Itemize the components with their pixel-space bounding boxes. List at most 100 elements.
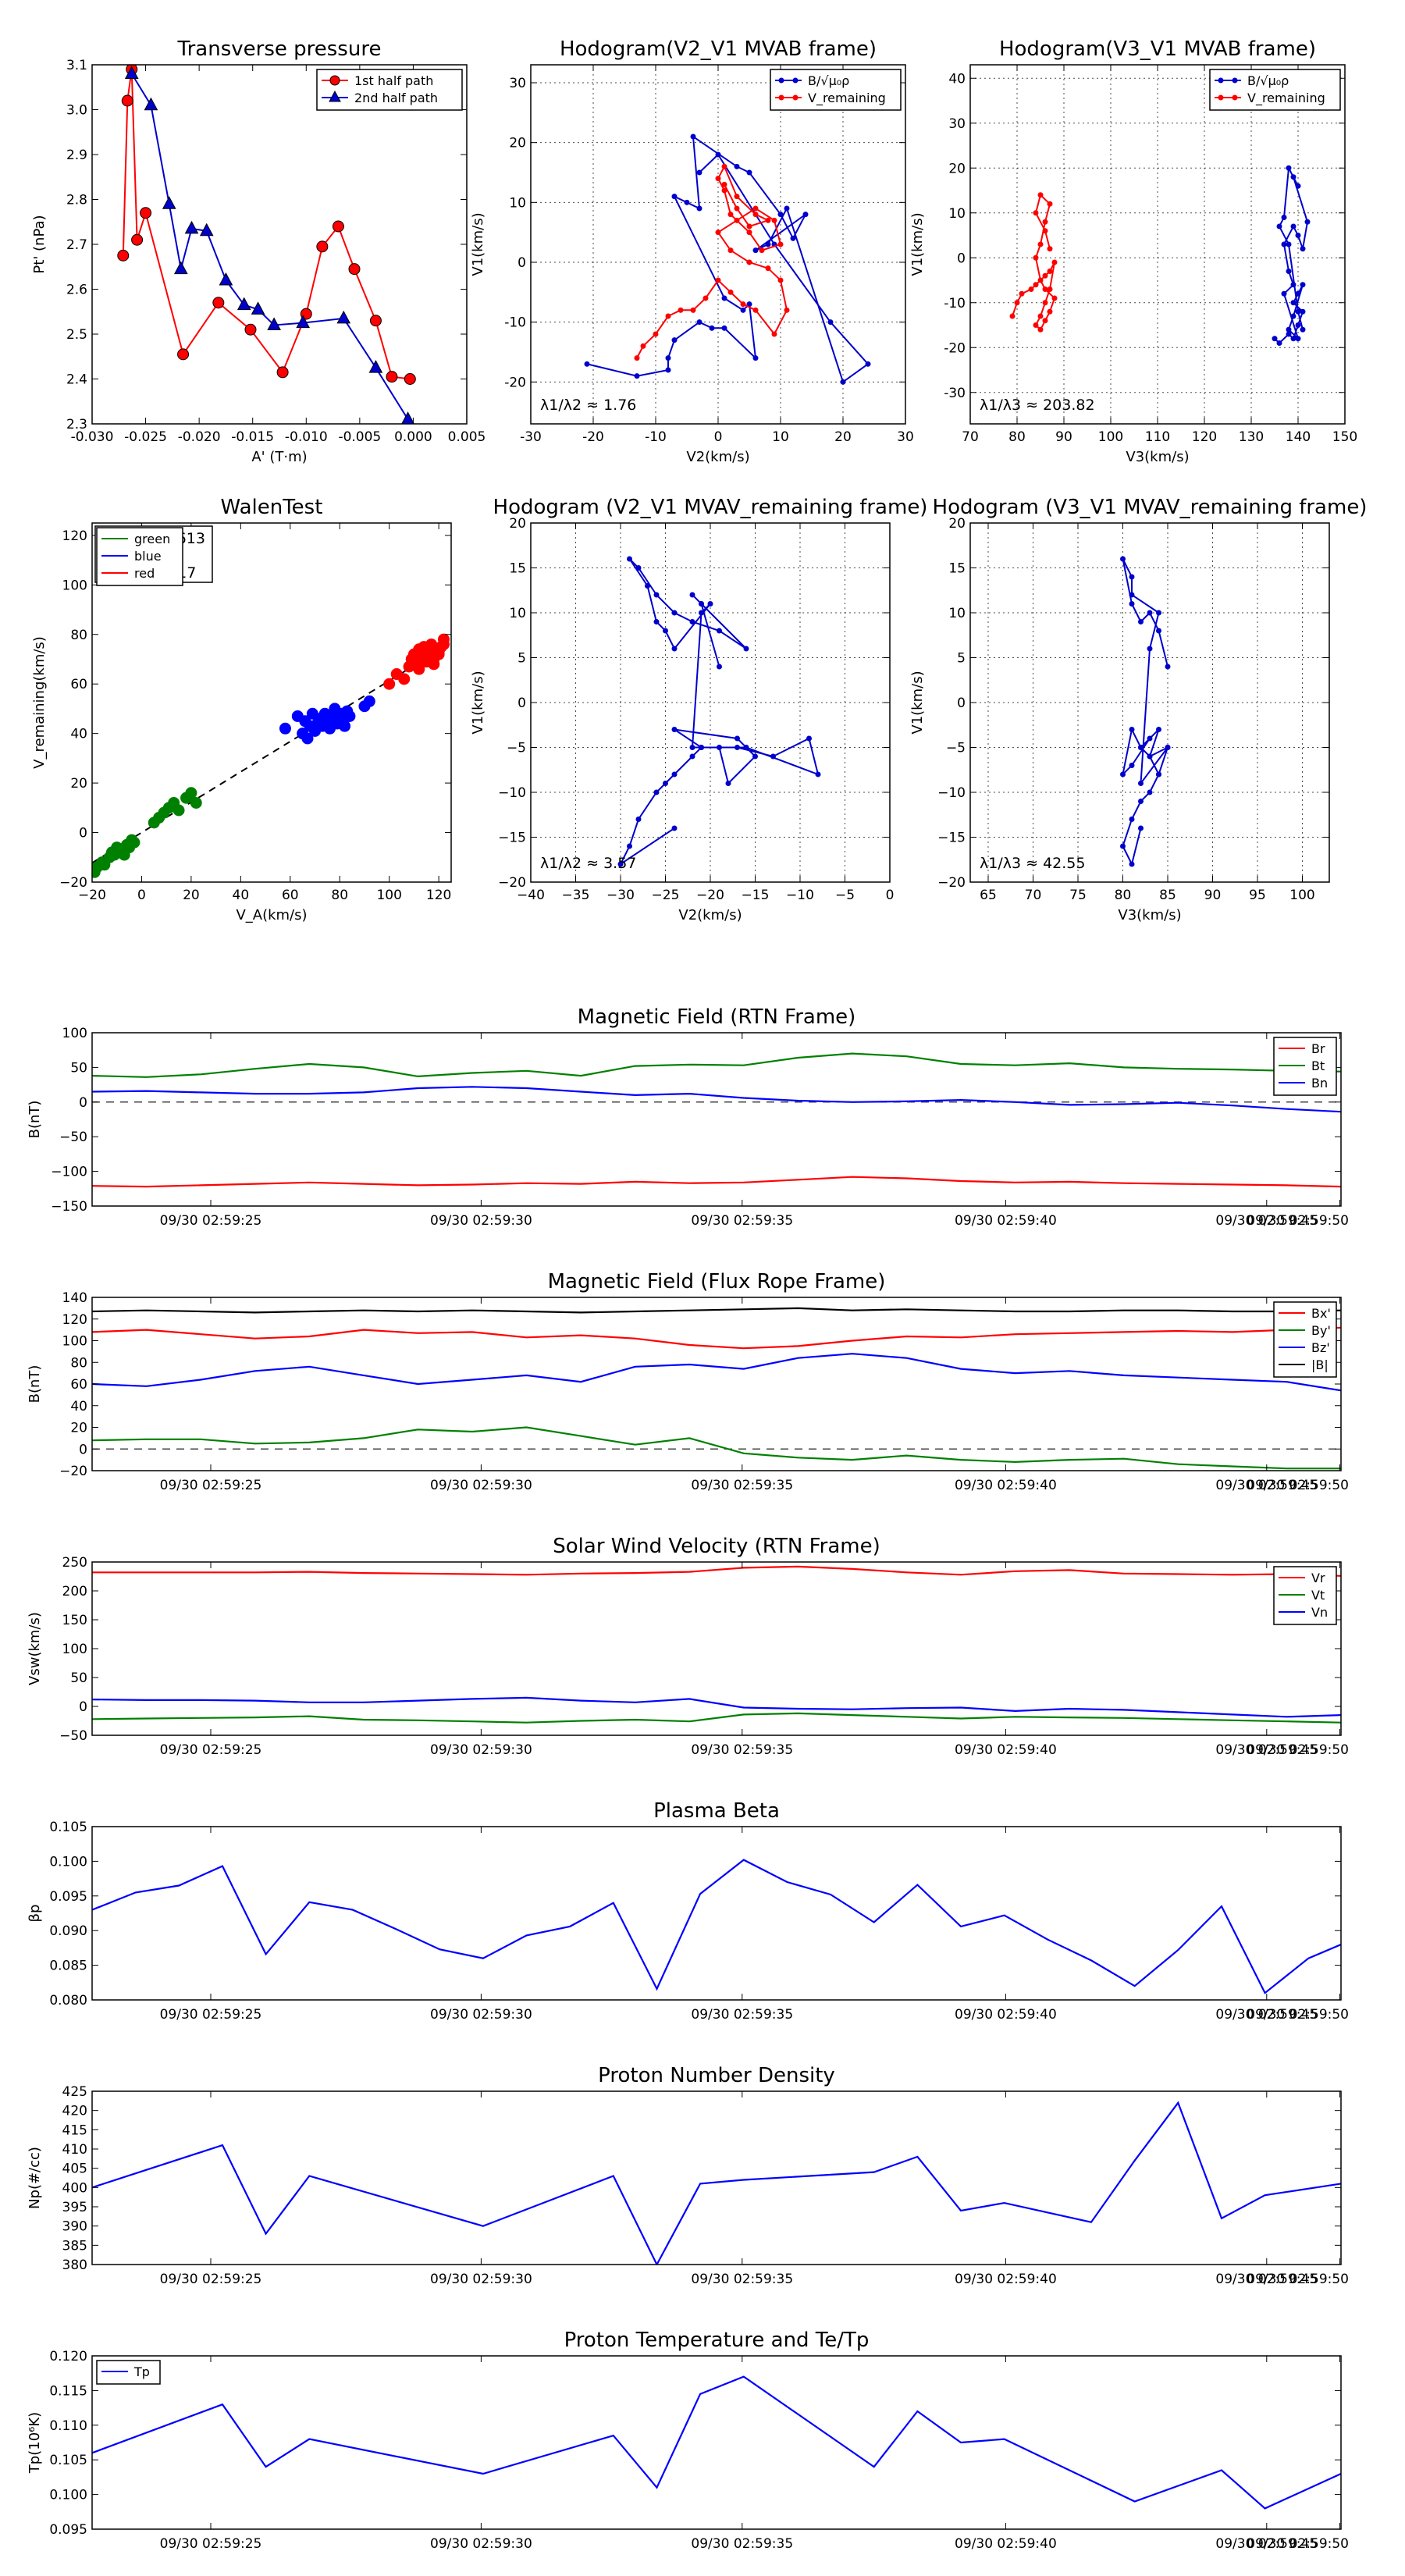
chart-beta: Plasma Beta 0.080 0.085 0.090 0.095 0.100 0.10… <box>27 1799 1349 2023</box>
y-tick-label: 30 <box>509 76 526 91</box>
data-point <box>752 355 759 361</box>
y-axis-label: V1(km/s) <box>909 212 926 276</box>
legend-marker <box>792 77 799 84</box>
data-point <box>802 212 809 218</box>
data-point <box>752 212 759 218</box>
data-point <box>765 265 771 272</box>
y-tick-label: 0.105 <box>49 2453 87 2468</box>
data-point <box>715 151 721 158</box>
x-tick-label: 80 <box>1115 888 1132 903</box>
x-tick-label: 75 <box>1069 888 1087 903</box>
x-tick-label: 09/30 02:59:40 <box>955 1213 1057 1229</box>
y-tick-label: −20 <box>59 875 87 891</box>
data-point <box>1295 290 1301 297</box>
data-point-triangle <box>219 272 233 286</box>
series-line-B/√μ₀ρ <box>1274 165 1309 344</box>
x-tick-label: 09/30 02:59:40 <box>955 2272 1057 2287</box>
data-layer <box>92 1052 1341 1188</box>
data-point <box>1042 219 1048 225</box>
y-tick-label: 150 <box>62 1613 87 1628</box>
x-tick-label: 120 <box>1192 429 1217 445</box>
series-line-beta <box>92 1859 1341 1994</box>
x-tick-label: 70 <box>962 429 979 445</box>
x-tick-label: -0.010 <box>285 429 328 445</box>
ratio-annotation: λ1/λ3 ≈ 203.82 <box>980 397 1095 414</box>
data-point <box>746 259 752 265</box>
data-point <box>1295 308 1301 315</box>
data-point <box>721 325 727 331</box>
data-point <box>1042 286 1048 292</box>
data-point <box>759 247 765 254</box>
x-tick-label: -0.030 <box>71 429 114 445</box>
y-tick-label: 0 <box>957 251 966 266</box>
x-tick-label: −15 <box>742 888 770 903</box>
data-point-circle <box>117 249 130 262</box>
data-point-triangle <box>401 411 415 424</box>
x-tick-label: 09/30 02:59:50 <box>1247 2272 1349 2287</box>
y-tick-label: 0.115 <box>49 2383 87 2399</box>
data-point <box>1290 174 1297 180</box>
data-point <box>752 307 759 313</box>
x-tick-label: -0.020 <box>178 429 221 445</box>
data-point <box>627 556 632 562</box>
data-point <box>735 745 740 750</box>
data-point <box>1120 843 1126 849</box>
x-tick-label: 150 <box>1332 429 1357 445</box>
legend-label: B/√μ₀ρ <box>1247 73 1289 88</box>
data-point <box>721 181 727 187</box>
data-point <box>771 217 777 223</box>
legend-marker <box>1232 77 1238 84</box>
y-tick-label: 20 <box>70 776 87 792</box>
data-point-triangle <box>144 97 158 111</box>
chart-np: Proton Number Density 380 385 390 395 400 405 4… <box>27 2064 1349 2287</box>
series-line-Br <box>92 1176 1341 1188</box>
data-point <box>1037 313 1044 319</box>
data-point <box>743 745 749 750</box>
data-point <box>725 781 731 786</box>
data-point-triangle <box>184 220 199 234</box>
y-tick-label: −20 <box>498 875 526 891</box>
x-tick-label: 100 <box>1098 429 1123 445</box>
chart-title: Magnetic Field (RTN Frame) <box>578 1005 856 1029</box>
data-point <box>1281 215 1287 220</box>
x-tick-label: 80 <box>331 888 348 903</box>
data-point <box>734 163 740 169</box>
y-tick-label: 50 <box>70 1060 87 1076</box>
data-point <box>1286 165 1292 171</box>
x-tick-label: 09/30 02:59:50 <box>1247 1742 1349 1758</box>
data-point <box>1276 340 1282 346</box>
y-axis-label: V_remaining(km/s) <box>31 636 48 769</box>
y-tick-label: 80 <box>70 628 87 643</box>
chart-title: Hodogram (V3_V1 MVAV_remaining frame) <box>933 496 1368 519</box>
data-point <box>715 176 721 182</box>
y-tick-label: −50 <box>59 1728 87 1744</box>
data-layer <box>92 633 451 878</box>
y-axis-label: βp <box>27 1905 43 1923</box>
y-tick-label: 40 <box>70 727 87 742</box>
data-point <box>689 753 695 760</box>
x-tick-label: 09/30 02:59:35 <box>691 2536 793 2552</box>
data-point <box>1138 781 1144 786</box>
chart-walen: WalenTest −20 0 20 40 60 80 100 120 −20 0 20 40 60 80 1… <box>31 496 452 923</box>
y-tick-label: 20 <box>509 516 526 532</box>
data-point <box>1037 277 1044 283</box>
x-tick-label: 30 <box>897 429 914 445</box>
chart-title: Plasma Beta <box>653 1799 780 1823</box>
legend-label: By' <box>1311 1323 1331 1338</box>
x-tick-label: 09/30 02:59:45 <box>1215 2536 1318 2552</box>
data-point <box>1047 269 1053 274</box>
data-point-red <box>383 678 396 690</box>
data-point <box>1286 241 1292 247</box>
series-line-B/√μ₀ρ <box>586 134 870 383</box>
x-tick-label: −10 <box>786 888 814 903</box>
data-point-red <box>398 673 411 685</box>
legend-label: Bx' <box>1311 1306 1331 1321</box>
data-point-red <box>437 638 450 650</box>
y-tick-label: 0.080 <box>49 1993 87 2008</box>
legend-box <box>1209 69 1341 111</box>
y-tick-label: 2.7 <box>66 237 87 253</box>
x-tick-label: -20 <box>582 429 604 445</box>
y-axis-label: Np(#/cc) <box>27 2147 43 2209</box>
y-tick-label: 0 <box>79 1442 87 1457</box>
